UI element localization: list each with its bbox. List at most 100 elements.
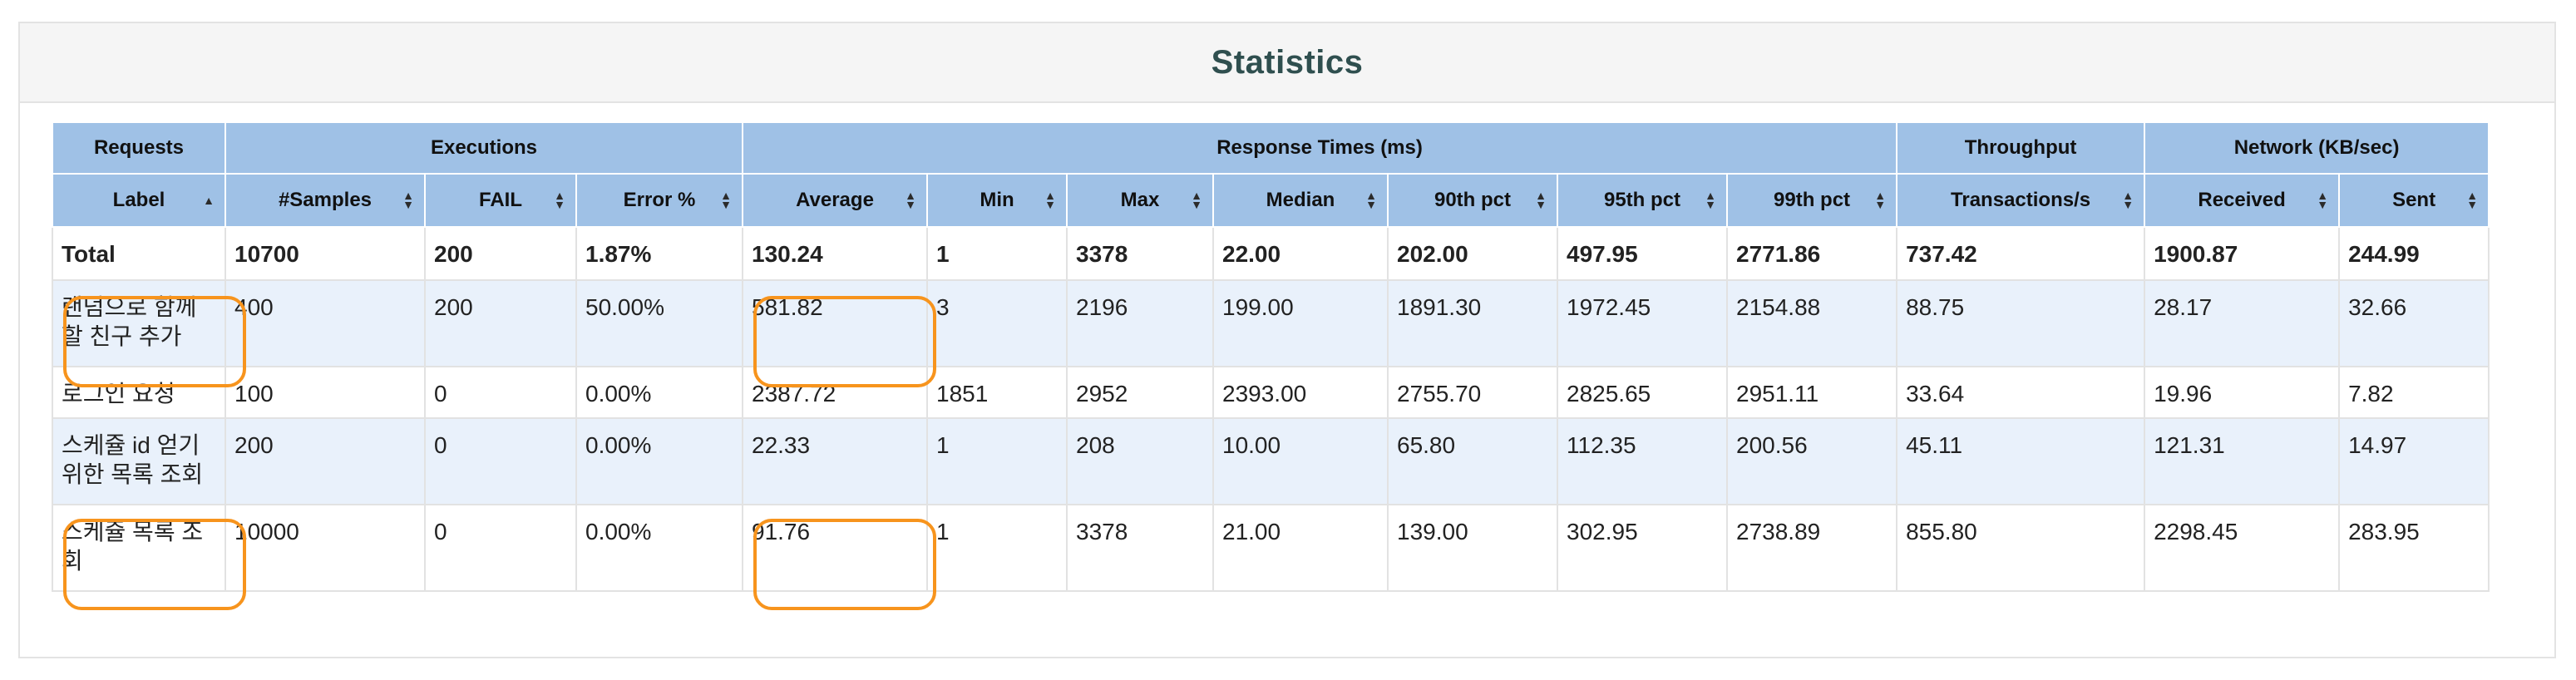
cell-max: 2952 (1066, 366, 1214, 419)
column-header-9[interactable]: 95th pct ▲ ▼ (1557, 173, 1728, 228)
column-header-label: FAIL (479, 189, 522, 211)
sort-down-icon: ▼ (905, 198, 916, 211)
cell-95th-pct: 497.95 (1557, 226, 1728, 281)
column-header-1[interactable]: #Samples ▲ ▼ (225, 173, 426, 228)
column-header-11[interactable]: Transactions/s ▲ ▼ (1896, 173, 2146, 228)
sort-both-icon: ▲ ▼ (1365, 189, 1377, 210)
column-header-2[interactable]: FAIL ▲ ▼ (424, 173, 577, 228)
column-header-label: Transactions/s (1951, 189, 2091, 211)
sort-both-icon: ▲ ▼ (905, 190, 916, 211)
cell-sent: 14.97 (2338, 417, 2490, 505)
sort-up-icon: ▲ (1874, 189, 1887, 202)
sort-both-icon: ▲ ▼ (1191, 189, 1202, 210)
column-header-6[interactable]: Max ▲ ▼ (1066, 173, 1214, 228)
group-response-times: Response Times (ms) (741, 121, 1898, 175)
cell-samples: 200 (225, 417, 426, 505)
column-header-12[interactable]: Received ▲ ▼ (2144, 173, 2341, 228)
cell-99th-pct: 200.56 (1725, 417, 1898, 505)
sort-down-icon: ▼ (1705, 198, 1716, 211)
panel-title: Statistics (1211, 43, 1364, 81)
sort-up-icon: ▲ (2317, 189, 2329, 202)
table-row-total: Total 10700 200 1.87% 130.24 1 3378 22.00 202.00… (52, 226, 2490, 281)
column-header-label: 99th pct (1774, 189, 1851, 211)
cell-min: 1 (926, 504, 1068, 592)
cell-sent: 7.82 (2338, 366, 2490, 419)
sort-up-icon: ▲ (554, 189, 565, 202)
column-header-13[interactable]: Sent ▲ ▼ (2338, 173, 2490, 228)
cell-99th-pct: 2738.89 (1725, 504, 1898, 592)
row-label-cell: 스케쥴 id 얻기위한 목록 조회 (52, 417, 226, 505)
sort-up-icon: ▲ (1044, 189, 1056, 202)
sort-down-icon: ▼ (2122, 198, 2134, 211)
sort-both-icon: ▲ ▼ (2122, 189, 2134, 211)
row-label-cell: 로그인 요청 (52, 366, 226, 419)
column-header-label: Received (2198, 189, 2286, 211)
column-header-label: Min (980, 189, 1014, 211)
column-header-7[interactable]: Median ▲ ▼ (1212, 173, 1389, 228)
column-header-label: 90th pct (1434, 189, 1511, 211)
column-header-4[interactable]: Average ▲ ▼ (742, 173, 928, 228)
sort-down-icon: ▼ (402, 198, 414, 211)
column-header-3[interactable]: Error % ▲ ▼ (575, 173, 743, 228)
cell-95th-pct: 2825.65 (1557, 366, 1728, 419)
cell-received: 2298.45 (2144, 504, 2341, 592)
cell-fail: 0 (424, 366, 577, 419)
cell-fail: 200 (424, 226, 577, 281)
cell-error: 0.00% (575, 504, 743, 592)
cell-sent: 32.66 (2338, 279, 2490, 367)
cell-average: 22.33 (742, 417, 928, 505)
column-header-8[interactable]: 90th pct ▲ ▼ (1387, 173, 1558, 228)
cell-99th-pct: 2951.11 (1725, 366, 1898, 419)
table-row: 스케쥴 id 얻기위한 목록 조회 200 0 0.00% 22.33 1 208 10.00… (52, 417, 2490, 505)
sort-up-icon: ▲ (2122, 189, 2134, 202)
cell-sent: 283.95 (2338, 504, 2490, 592)
panel-header: Statistics (20, 23, 2554, 103)
cell-transactions-s: 33.64 (1896, 366, 2146, 419)
cell-99th-pct: 2154.88 (1725, 279, 1898, 367)
cell-min: 1851 (926, 366, 1068, 419)
sort-up-icon: ▲ (402, 189, 414, 202)
sort-up-icon: ▲ (1705, 189, 1716, 202)
sort-down-icon: ▼ (1874, 198, 1887, 211)
cell-average: 2387.72 (742, 366, 928, 419)
sort-both-icon: ▲ ▼ (554, 189, 565, 210)
group-executions: Executions (225, 121, 743, 175)
column-header-10[interactable]: 99th pct ▲ ▼ (1725, 173, 1898, 228)
cell-90th-pct: 202.00 (1387, 226, 1558, 281)
row-label-cell: 랜덤으로 함께할 친구 추가 (52, 279, 226, 367)
column-header-5[interactable]: Min ▲ ▼ (926, 173, 1068, 228)
cell-90th-pct: 2755.70 (1387, 366, 1558, 419)
table-body: Total 10700 200 1.87% 130.24 1 3378 22.00 202.00… (52, 226, 2490, 592)
cell-max: 2196 (1066, 279, 1214, 367)
cell-received: 1900.87 (2144, 226, 2341, 281)
sort-up-icon: ▲ (1365, 189, 1377, 202)
sort-up-icon: ▲ (2466, 189, 2479, 202)
statistics-table: Requests Executions Response Times (ms) … (52, 121, 2490, 592)
cell-fail: 0 (424, 417, 577, 505)
cell-samples: 400 (225, 279, 426, 367)
column-header-label: Average (796, 189, 874, 211)
column-header-label: Label (112, 189, 165, 211)
cell-error: 1.87% (575, 226, 743, 281)
column-header-label: Error % (623, 189, 696, 211)
cell-average: 130.24 (742, 226, 928, 281)
sort-up-icon: ▲ (1191, 189, 1202, 202)
cell-median: 21.00 (1212, 504, 1389, 592)
column-header-0[interactable]: Label ▲ (52, 173, 226, 228)
cell-max: 208 (1066, 417, 1214, 505)
sort-down-icon: ▼ (1044, 198, 1056, 211)
column-header-row: Label ▲ #Samples ▲ ▼ FAIL ▲ ▼ Error % ▲ ▼ Average ▲ ▼… (52, 173, 2490, 228)
cell-transactions-s: 88.75 (1896, 279, 2146, 367)
sort-both-icon: ▲ ▼ (1705, 189, 1716, 211)
cell-received: 121.31 (2144, 417, 2341, 505)
group-requests: Requests (52, 121, 226, 175)
sort-both-icon: ▲ ▼ (720, 190, 732, 211)
table-row: 랜덤으로 함께할 친구 추가 400 200 50.00% 581.82 3 2196 199… (52, 279, 2490, 367)
sort-down-icon: ▼ (1535, 198, 1547, 211)
sort-ascending-icon: ▲ (203, 194, 215, 207)
row-label-cell: Total (52, 226, 226, 281)
cell-transactions-s: 737.42 (1896, 226, 2146, 281)
cell-median: 2393.00 (1212, 366, 1389, 419)
table-row: 로그인 요청 100 0 0.00% 2387.72 1851 2952 2393.00 275… (52, 366, 2490, 419)
sort-down-icon: ▼ (720, 198, 732, 211)
